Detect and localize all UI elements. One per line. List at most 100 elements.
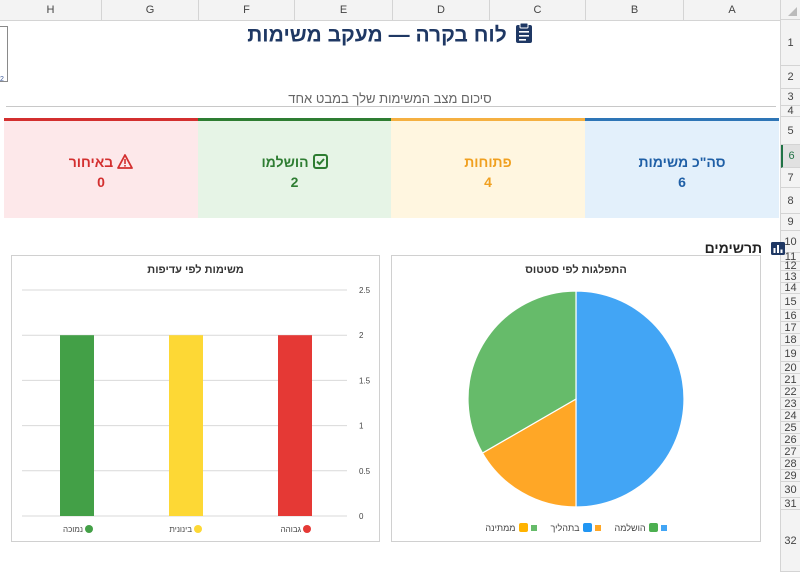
x-category-label: גבוהה (281, 525, 302, 534)
pie-slice-0[interactable] (575, 290, 685, 508)
row-header-32[interactable]: 32 (781, 510, 800, 572)
row-header-14[interactable]: 14 (781, 282, 800, 294)
row-header-12[interactable]: 12 (781, 260, 800, 272)
row-header-8[interactable]: 8 (781, 188, 800, 214)
x-category-label: בינונית (169, 525, 192, 534)
row-header-bar: 1 2 3 4 5 6 7 8 9 10 11 12 13 14 15 16 17 18 19 20 21 22 23 24 2… (780, 20, 800, 572)
bar-0[interactable] (278, 335, 312, 516)
row-header-17[interactable]: 17 (781, 322, 800, 334)
status-pie-chart[interactable]: התפלגות לפי סטטוס הושלמה בתהליך ממתינה (391, 255, 761, 542)
row-header-27[interactable]: 27 (781, 446, 800, 458)
row-header-18[interactable]: 18 (781, 334, 800, 346)
status-emoji-icon (582, 523, 592, 532)
pie-chart-legend: הושלמה בתהליך ממתינה (392, 523, 760, 533)
status-emoji-icon (648, 523, 658, 532)
pie-chart-plot (467, 290, 685, 508)
y-tick-label: 2.5 (359, 286, 371, 295)
y-tick-label: 2 (359, 331, 364, 340)
completed-tasks-value: 2 (290, 174, 299, 190)
row-header-10[interactable]: 10 (781, 231, 800, 253)
bar-chart-plot: 0 0.5 1 1.5 2 2.5 גבוהה בינונית נמוכה (22, 286, 371, 534)
row-header-21[interactable]: 21 (781, 374, 800, 386)
column-header-a[interactable]: A (683, 0, 780, 20)
pie-legend-item[interactable]: בתהליך (551, 523, 601, 533)
dashboard-title: לוח בקרה — מעקב משימות (0, 22, 780, 50)
row-header-3[interactable]: 3 (781, 89, 800, 106)
y-tick-label: 1 (359, 422, 364, 431)
row-header-2[interactable]: 2 (781, 66, 800, 89)
row-header-22[interactable]: 22 (781, 386, 800, 398)
legend-swatch (660, 525, 667, 531)
row-header-9[interactable]: 9 (781, 214, 800, 231)
column-header-h[interactable]: H (46, 4, 55, 16)
overdue-tasks-value: 0 (97, 174, 105, 190)
row-header-13[interactable]: 13 (781, 271, 800, 283)
priority-bar-chart[interactable]: משימות לפי עדיפות 0 0.5 1 1.5 2 2.5 גבוהה בינונ… (11, 255, 380, 542)
row-header-4[interactable]: 4 (781, 105, 800, 117)
row-header-16[interactable]: 16 (781, 310, 800, 322)
pie-legend-item[interactable]: ממתינה (485, 523, 537, 533)
bar-1[interactable] (169, 335, 203, 516)
x-category-label: נמוכה (63, 525, 83, 534)
completed-tasks-label: הושלמו (198, 154, 391, 170)
row-header-28[interactable]: 28 (781, 458, 800, 470)
row-header-31[interactable]: 31 (781, 498, 800, 510)
row-header-19[interactable]: 19 (781, 346, 800, 362)
y-tick-label: 0 (359, 512, 364, 521)
subtitle-divider (6, 106, 776, 107)
bar-chart-title: משימות לפי עדיפות (147, 264, 244, 276)
pie-slice-1[interactable] (481, 397, 577, 508)
pie-legend-item[interactable]: הושלמה (615, 523, 667, 533)
offscreen-cell-text: 2 (0, 76, 4, 83)
clipboard-icon (515, 22, 533, 50)
row-header-20[interactable]: 20 (781, 362, 800, 374)
row-header-5[interactable]: 5 (781, 117, 800, 145)
column-header-b[interactable]: B (585, 0, 683, 20)
row-header-23[interactable]: 23 (781, 398, 800, 410)
priority-dot-icon (194, 525, 202, 533)
row-header-25[interactable]: 25 (781, 422, 800, 434)
card-label-text: סה"כ משימות (638, 154, 726, 170)
card-label-text: הושלמו (261, 154, 309, 170)
row-header-29[interactable]: 29 (781, 470, 800, 482)
y-tick-label: 0.5 (359, 467, 371, 476)
overdue-tasks-label: באיחור (4, 154, 198, 170)
column-header-g[interactable]: G (101, 0, 198, 20)
completed-tasks-card: הושלמו 2 (198, 118, 391, 218)
charts-section-heading: תרשימים (705, 240, 785, 256)
priority-dot-icon (303, 525, 311, 533)
dashboard-title-text: לוח בקרה — מעקב משימות (247, 23, 507, 47)
row-header-11[interactable]: 11 (781, 251, 800, 263)
row-header-30[interactable]: 30 (781, 482, 800, 498)
bar-2[interactable] (60, 335, 94, 516)
y-tick-label: 1.5 (359, 376, 371, 385)
open-tasks-card: פתוחות 4 (391, 118, 585, 218)
row-header-1[interactable]: 1 (781, 20, 800, 66)
row-header-7[interactable]: 7 (781, 168, 800, 188)
chart-icon (762, 240, 785, 256)
legend-label: בתהליך (550, 523, 580, 533)
column-header-e[interactable]: E (294, 0, 392, 20)
column-header-c[interactable]: C (489, 0, 585, 20)
column-header-f[interactable]: F (198, 0, 294, 20)
total-tasks-card: סה"כ משימות 6 (585, 118, 779, 218)
pie-chart-title: התפלגות לפי סטטוס (525, 264, 627, 276)
select-all-corner[interactable] (780, 0, 800, 20)
legend-swatch (594, 525, 601, 531)
checkbox-icon (309, 154, 328, 170)
legend-swatch (530, 525, 537, 531)
legend-label: ממתינה (485, 523, 516, 533)
warning-icon (113, 154, 134, 170)
pie-slice-2[interactable] (467, 290, 577, 454)
open-tasks-value: 4 (484, 174, 492, 190)
row-header-26[interactable]: 26 (781, 434, 800, 446)
total-tasks-value: 6 (678, 174, 686, 190)
card-label-text: פתוחות (464, 154, 512, 170)
row-header-24[interactable]: 24 (781, 410, 800, 422)
row-header-6[interactable]: 6 (781, 145, 800, 168)
row-header-15[interactable]: 15 (781, 294, 800, 310)
card-label-text: באיחור (68, 154, 114, 170)
offscreen-cell-fragment: 2 (0, 26, 8, 83)
column-header-d[interactable]: D (392, 0, 489, 20)
